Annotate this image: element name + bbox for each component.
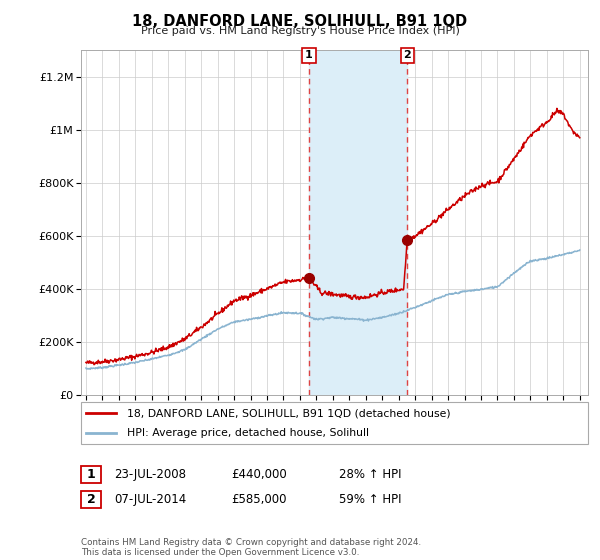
Text: 18, DANFORD LANE, SOLIHULL, B91 1QD (detached house): 18, DANFORD LANE, SOLIHULL, B91 1QD (det…	[127, 408, 450, 418]
Text: 2: 2	[86, 493, 95, 506]
Text: 2: 2	[403, 50, 411, 60]
Bar	[309, 50, 407, 395]
Text: 28% ↑ HPI: 28% ↑ HPI	[339, 468, 401, 482]
Text: 18, DANFORD LANE, SOLIHULL, B91 1QD: 18, DANFORD LANE, SOLIHULL, B91 1QD	[133, 14, 467, 29]
Text: 23-JUL-2008: 23-JUL-2008	[114, 468, 186, 482]
Text: Contains HM Land Registry data © Crown copyright and database right 2024.
This d: Contains HM Land Registry data © Crown c…	[81, 538, 421, 557]
Text: HPI: Average price, detached house, Solihull: HPI: Average price, detached house, Soli…	[127, 428, 368, 438]
Text: 07-JUL-2014: 07-JUL-2014	[114, 493, 186, 506]
Text: £440,000: £440,000	[231, 468, 287, 482]
Text: Price paid vs. HM Land Registry's House Price Index (HPI): Price paid vs. HM Land Registry's House …	[140, 26, 460, 36]
Text: 59% ↑ HPI: 59% ↑ HPI	[339, 493, 401, 506]
Text: 1: 1	[86, 468, 95, 482]
Text: £585,000: £585,000	[231, 493, 287, 506]
Text: 1: 1	[305, 50, 313, 60]
